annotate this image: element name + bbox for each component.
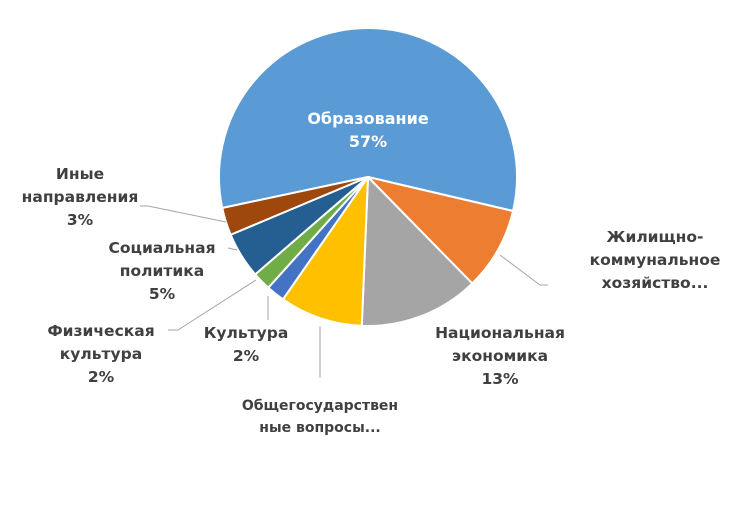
- label-zhkh: Жилищно- коммунальное хозяйство...: [589, 228, 721, 292]
- pie-slice: [218, 27, 518, 213]
- label-obshchegosudarstvennye-voprosy: Общегосударствен ные вопросы...: [241, 398, 399, 436]
- pie-slice: [367, 176, 515, 285]
- label-natsionalnaya-ekonomika: Национальная экономика 13%: [435, 324, 565, 388]
- leader-lines: [140, 205, 548, 378]
- leader-line-inye: [140, 205, 227, 223]
- pie-slices: [218, 27, 518, 327]
- label-obrazovanie: Образование 57%: [307, 109, 429, 151]
- leader-line-sots-politika: [227, 247, 238, 251]
- label-sotsialnaya-politika: Социальная политика 5%: [108, 239, 216, 303]
- label-fizicheskaya-kultura: Физическая культура 2%: [47, 322, 155, 386]
- label-kultura: Культура 2%: [203, 324, 289, 365]
- pie-slice: [281, 176, 369, 327]
- leader-line-fiz-kultura: [168, 279, 257, 331]
- leader-line-zhkh: [499, 254, 548, 286]
- pie-slice: [360, 176, 474, 327]
- label-inye-napravleniya: Иные направления 3%: [21, 165, 139, 229]
